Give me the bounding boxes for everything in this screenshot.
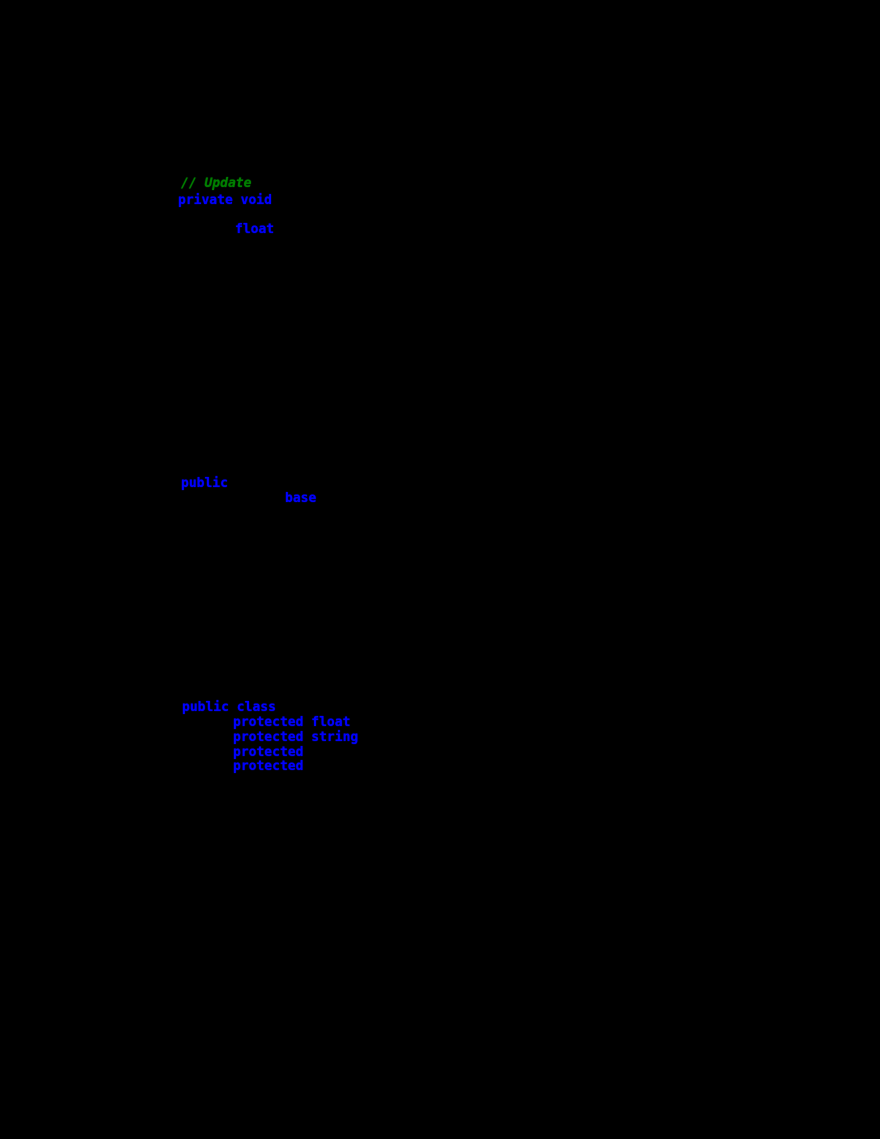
code-keyword-protected-1: protected	[233, 745, 304, 760]
code-keyword-float: float	[235, 222, 275, 237]
code-keyword-base: base	[285, 491, 317, 506]
code-keyword-public-class: public class	[182, 700, 276, 715]
code-keyword-private-void: private void	[178, 193, 272, 208]
code-keyword-protected-string: protected string	[233, 730, 359, 745]
code-comment: // Update	[181, 176, 252, 191]
code-keyword-public: public	[181, 476, 228, 491]
code-keyword-protected-float: protected float	[233, 715, 351, 730]
code-keyword-protected-2: protected	[233, 759, 304, 774]
